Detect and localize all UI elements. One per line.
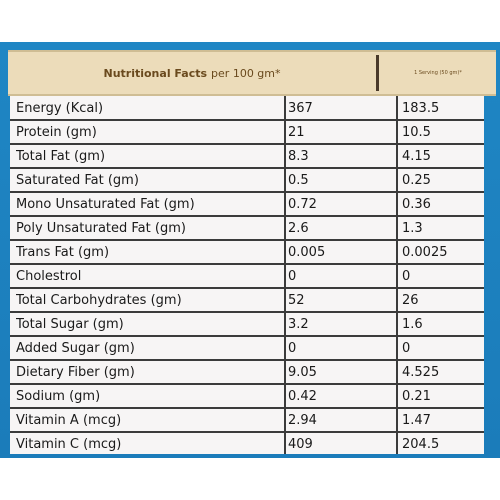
table-row: Dietary Fiber (gm) 9.05 4.525 — [10, 360, 484, 384]
nutrition-title: Nutritional Facts per 100 gm* — [8, 52, 376, 94]
table-row: Total Carbohydrates (gm) 52 26 — [10, 288, 484, 312]
per-serving-cell: 4.15 — [402, 149, 431, 164]
nutrient-cell: Sodium (gm) — [16, 389, 101, 404]
per-100g-cell: 52 — [288, 293, 305, 308]
row-divider — [10, 263, 484, 265]
row-divider — [10, 383, 484, 385]
per-100g-cell: 0.42 — [288, 389, 317, 404]
row-divider — [10, 143, 484, 145]
table-row: Energy (Kcal) 367 183.5 — [10, 96, 484, 120]
per-serving-cell: 204.5 — [402, 437, 440, 452]
row-divider — [10, 287, 484, 289]
table-row: Sodium (gm) 0.42 0.21 — [10, 384, 484, 408]
table-row: Total Sugar (gm) 3.2 1.6 — [10, 312, 484, 336]
row-divider — [10, 335, 484, 337]
row-divider — [10, 359, 484, 361]
row-divider — [10, 431, 484, 433]
row-divider — [10, 407, 484, 409]
table-row: Saturated Fat (gm) 0.5 0.25 — [10, 168, 484, 192]
per-100g-cell: 0.005 — [288, 245, 326, 260]
nutrient-cell: Dietary Fiber (gm) — [16, 365, 135, 380]
per-serving-cell: 1.3 — [402, 221, 423, 236]
per-serving-cell: 0.36 — [402, 197, 431, 212]
per-serving-cell: 1.47 — [402, 413, 431, 428]
row-divider — [10, 167, 484, 169]
per-serving-cell: 0.21 — [402, 389, 431, 404]
per-100g-cell: 2.6 — [288, 221, 309, 236]
nutrient-cell: Energy (Kcal) — [16, 101, 104, 116]
column-divider — [284, 96, 286, 454]
header-divider — [376, 55, 379, 91]
per-serving-cell: 0 — [402, 269, 411, 284]
per-serving-cell: 1.6 — [402, 317, 423, 332]
nutrient-cell: Trans Fat (gm) — [16, 245, 110, 260]
nutrition-title-bold: Nutritional Facts — [103, 66, 208, 80]
table-row: Vitamin A (mcg) 2.94 1.47 — [10, 408, 484, 432]
nutrient-cell: Vitamin C (mcg) — [16, 437, 122, 452]
nutrient-cell: Cholestrol — [16, 269, 82, 284]
table-row: Mono Unsaturated Fat (gm) 0.72 0.36 — [10, 192, 484, 216]
per-100g-cell: 367 — [288, 101, 313, 116]
per-100g-cell: 0 — [288, 341, 297, 356]
nutrient-cell: Total Carbohydrates (gm) — [16, 293, 182, 308]
nutrient-cell: Added Sugar (gm) — [16, 341, 135, 356]
serving-column-heading: 1 Serving (50 gm)* — [414, 70, 462, 76]
table-row: Vitamin C (mcg) 409 204.5 — [10, 432, 484, 456]
nutrient-cell: Mono Unsaturated Fat (gm) — [16, 197, 195, 212]
nutrient-cell: Total Fat (gm) — [16, 149, 106, 164]
nutrient-cell: Protein (gm) — [16, 125, 97, 140]
per-100g-cell: 9.05 — [288, 365, 317, 380]
per-100g-cell: 0 — [288, 269, 297, 284]
per-100g-cell: 8.3 — [288, 149, 309, 164]
nutrition-header: Nutritional Facts per 100 gm* 1 Serving … — [8, 50, 496, 96]
table-row: Protein (gm) 21 10.5 — [10, 120, 484, 144]
per-serving-cell: 0.25 — [402, 173, 431, 188]
per-serving-cell: 26 — [402, 293, 419, 308]
nutrient-cell: Saturated Fat (gm) — [16, 173, 139, 188]
per-100g-cell: 21 — [288, 125, 305, 140]
table-row: Cholestrol 0 0 — [10, 264, 484, 288]
per-100g-cell: 0.72 — [288, 197, 317, 212]
nutrition-title-rest: per 100 gm* — [211, 66, 281, 80]
per-serving-cell: 0.0025 — [402, 245, 448, 260]
nutrient-cell: Vitamin A (mcg) — [16, 413, 122, 428]
row-divider — [10, 215, 484, 217]
row-divider — [10, 239, 484, 241]
nutrient-cell: Total Sugar (gm) — [16, 317, 124, 332]
table-row: Poly Unsaturated Fat (gm) 2.6 1.3 — [10, 216, 484, 240]
row-divider — [10, 119, 484, 121]
table-row: Added Sugar (gm) 0 0 — [10, 336, 484, 360]
row-divider — [10, 311, 484, 313]
nutrition-table: Energy (Kcal) 367 183.5 Protein (gm) 21 10.5 T… — [10, 96, 484, 454]
column-divider — [396, 96, 398, 454]
table-row: Trans Fat (gm) 0.005 0.0025 — [10, 240, 484, 264]
per-serving-cell: 0 — [402, 341, 411, 356]
per-100g-cell: 0.5 — [288, 173, 309, 188]
per-100g-cell: 409 — [288, 437, 313, 452]
per-serving-cell: 183.5 — [402, 101, 440, 116]
table-row: Total Fat (gm) 8.3 4.15 — [10, 144, 484, 168]
nutrient-cell: Poly Unsaturated Fat (gm) — [16, 221, 186, 236]
per-100g-cell: 3.2 — [288, 317, 309, 332]
per-100g-cell: 2.94 — [288, 413, 317, 428]
per-serving-cell: 10.5 — [402, 125, 431, 140]
row-divider — [10, 191, 484, 193]
per-serving-cell: 4.525 — [402, 365, 440, 380]
